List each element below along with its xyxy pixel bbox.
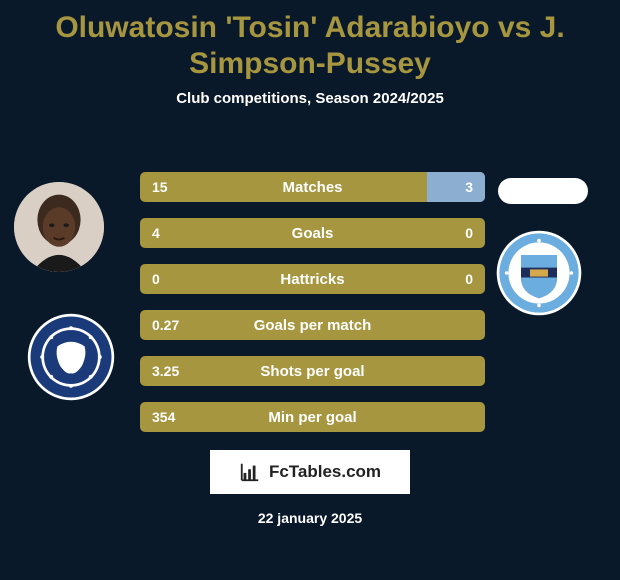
right-club-badge — [494, 228, 584, 318]
fctables-text: FcTables.com — [269, 462, 381, 482]
right-player-photo-blank — [498, 178, 588, 204]
stat-row-left-value: 3.25 — [152, 356, 179, 386]
chelsea-badge-icon — [26, 312, 116, 402]
stat-row: Goals4 0 — [140, 218, 485, 248]
stat-row-right-value: 0 — [465, 218, 473, 248]
stat-row-left-value: 354 — [152, 402, 175, 432]
stat-row-label: Goals — [140, 218, 485, 248]
player-headshot-icon — [14, 182, 104, 272]
stat-row-label: Goals per match — [140, 310, 485, 340]
left-player-photo — [14, 182, 104, 272]
stat-row-left-value: 0.27 — [152, 310, 179, 340]
stat-row-left-value: 15 — [152, 172, 168, 202]
stat-row-right-value: 0 — [465, 264, 473, 294]
stat-row: Shots per goal3.25 — [140, 356, 485, 386]
mancity-badge-icon — [494, 228, 584, 318]
stat-row-label: Hattricks — [140, 264, 485, 294]
date-text: 22 january 2025 — [0, 510, 620, 526]
stat-row: Min per goal354 — [140, 402, 485, 432]
stat-row: Matches153 — [140, 172, 485, 202]
stat-row-left-value: 0 — [152, 264, 160, 294]
stat-row-label: Min per goal — [140, 402, 485, 432]
fctables-chart-icon — [239, 461, 261, 483]
fctables-brand[interactable]: FcTables.com — [210, 450, 410, 494]
title-text: Oluwatosin 'Tosin' Adarabioyo vs J. Simp… — [55, 11, 564, 80]
date-value: 22 january 2025 — [258, 510, 362, 526]
stat-row: Hattricks0 0 — [140, 264, 485, 294]
left-club-badge — [26, 312, 116, 402]
stat-row-left-value: 4 — [152, 218, 160, 248]
subtitle: Club competitions, Season 2024/2025 — [0, 90, 620, 107]
stat-row-label: Shots per goal — [140, 356, 485, 386]
subtitle-text: Club competitions, Season 2024/2025 — [176, 90, 444, 107]
stat-row-right-fill — [427, 172, 485, 202]
stat-row: Goals per match0.27 — [140, 310, 485, 340]
page-title: Oluwatosin 'Tosin' Adarabioyo vs J. Simp… — [0, 0, 620, 90]
comparison-chart: Matches153Goals40Hattricks00Goals per ma… — [140, 172, 485, 448]
